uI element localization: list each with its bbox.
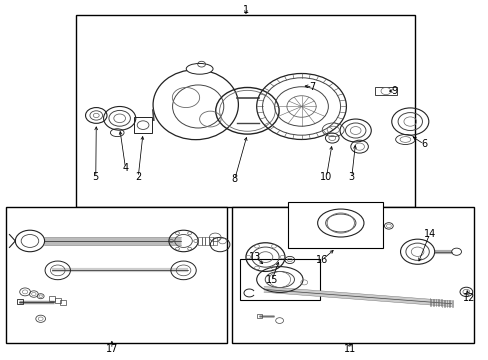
Bar <box>232 207 473 343</box>
Text: 1: 1 <box>243 5 248 15</box>
Bar <box>205 237 209 245</box>
Bar <box>201 237 205 245</box>
Bar <box>239 259 320 300</box>
Bar <box>5 207 227 343</box>
Text: 13: 13 <box>248 252 261 262</box>
Text: 10: 10 <box>320 172 332 182</box>
Bar <box>49 296 55 301</box>
Bar <box>17 300 22 305</box>
Text: 3: 3 <box>348 172 354 182</box>
Bar <box>288 202 383 248</box>
Ellipse shape <box>186 63 213 74</box>
Text: 16: 16 <box>315 255 327 265</box>
Bar <box>197 237 201 245</box>
Bar <box>55 298 61 303</box>
Bar <box>134 117 152 133</box>
Text: 8: 8 <box>231 174 237 184</box>
Bar <box>76 15 414 207</box>
Text: 17: 17 <box>105 344 118 354</box>
Bar <box>60 300 66 305</box>
Text: 15: 15 <box>265 275 277 285</box>
Text: 2: 2 <box>135 172 141 182</box>
Text: 11: 11 <box>343 344 355 354</box>
Bar <box>256 315 261 318</box>
Text: 12: 12 <box>462 293 474 303</box>
Text: 4: 4 <box>122 163 128 173</box>
Text: 14: 14 <box>423 229 435 239</box>
Text: 6: 6 <box>420 139 426 149</box>
Text: 9: 9 <box>391 86 397 96</box>
Bar <box>374 87 396 95</box>
Bar <box>213 237 217 245</box>
Text: 7: 7 <box>309 82 315 92</box>
Text: 5: 5 <box>92 172 99 182</box>
Bar <box>209 237 213 245</box>
